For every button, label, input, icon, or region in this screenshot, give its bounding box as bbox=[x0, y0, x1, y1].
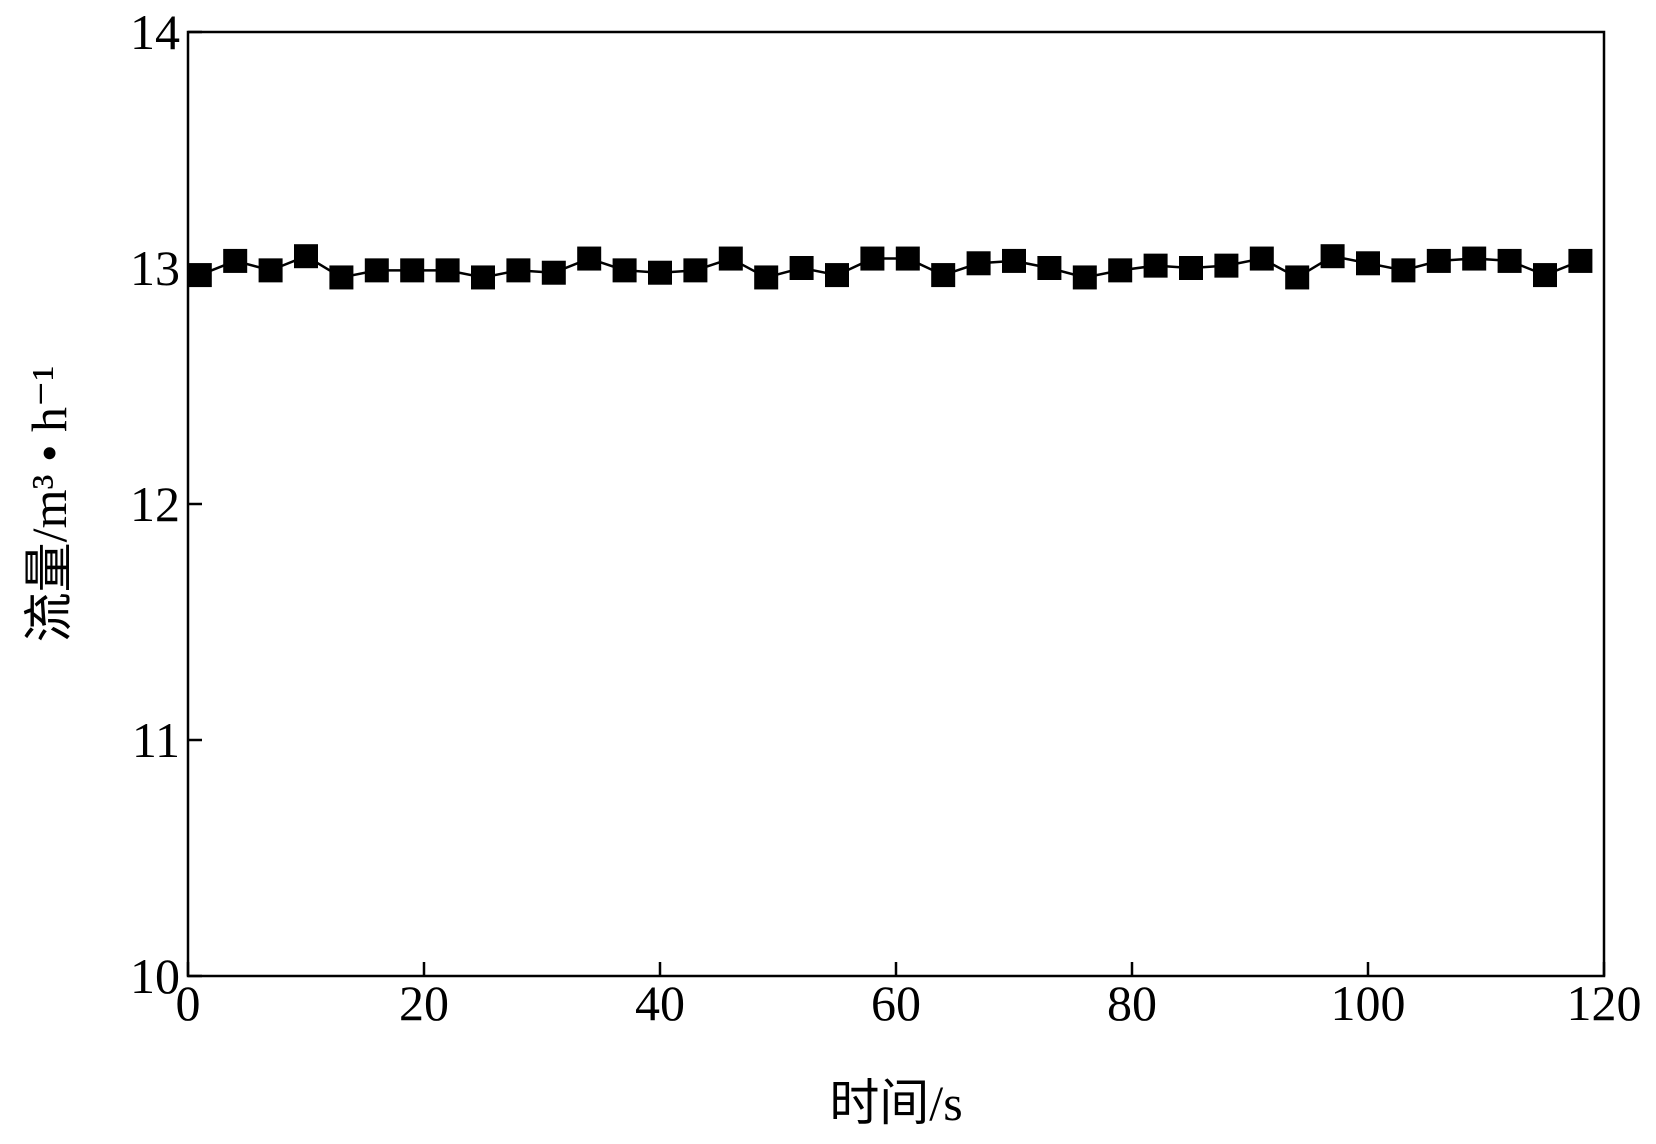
marker bbox=[1214, 253, 1239, 278]
marker bbox=[1108, 258, 1133, 283]
marker bbox=[789, 256, 814, 280]
y-tick-label: 11 bbox=[132, 712, 180, 768]
marker bbox=[541, 260, 566, 285]
marker bbox=[294, 244, 318, 269]
marker bbox=[860, 246, 885, 271]
y-tick-label: 10 bbox=[130, 948, 180, 1004]
marker bbox=[1462, 246, 1487, 271]
marker bbox=[258, 258, 283, 283]
x-tick-label: 100 bbox=[1331, 975, 1406, 1031]
marker bbox=[825, 263, 849, 288]
marker bbox=[400, 258, 425, 283]
y-axis-label: 流量/m³ • h⁻¹ bbox=[21, 366, 77, 643]
marker bbox=[754, 265, 779, 290]
x-axis-label: 时间/s bbox=[829, 1075, 962, 1131]
marker bbox=[1356, 251, 1380, 276]
marker bbox=[1285, 265, 1310, 290]
marker bbox=[435, 258, 460, 283]
marker bbox=[1143, 253, 1168, 278]
y-tick-label: 13 bbox=[130, 240, 180, 296]
x-tick-label: 120 bbox=[1567, 975, 1642, 1031]
marker bbox=[577, 246, 602, 271]
marker bbox=[329, 265, 354, 290]
marker bbox=[1249, 246, 1274, 271]
x-tick-label: 80 bbox=[1107, 975, 1157, 1031]
marker bbox=[1320, 244, 1345, 269]
x-tick-label: 20 bbox=[399, 975, 449, 1031]
y-tick-label: 12 bbox=[130, 476, 180, 532]
marker bbox=[223, 248, 248, 273]
x-tick-label: 60 bbox=[871, 975, 921, 1031]
marker bbox=[1426, 248, 1451, 273]
x-tick-label: 40 bbox=[635, 975, 685, 1031]
marker bbox=[648, 260, 672, 285]
marker bbox=[506, 258, 531, 283]
marker bbox=[471, 265, 495, 290]
marker bbox=[187, 263, 212, 288]
plot-frame bbox=[186, 30, 1606, 978]
marker bbox=[966, 251, 991, 276]
marker bbox=[683, 258, 708, 283]
marker bbox=[1391, 258, 1416, 283]
marker bbox=[1037, 256, 1062, 280]
marker bbox=[1002, 248, 1026, 273]
marker bbox=[718, 246, 743, 271]
x-tick-label: 0 bbox=[176, 975, 201, 1031]
y-tick-label: 14 bbox=[130, 4, 180, 60]
marker bbox=[1072, 265, 1097, 290]
marker bbox=[1179, 256, 1203, 280]
marker bbox=[612, 258, 637, 283]
marker bbox=[1568, 248, 1593, 273]
marker bbox=[1533, 263, 1557, 288]
marker bbox=[364, 258, 389, 283]
marker bbox=[931, 263, 956, 288]
marker bbox=[895, 246, 920, 271]
marker bbox=[1497, 248, 1522, 273]
series-line bbox=[199, 254, 1581, 279]
